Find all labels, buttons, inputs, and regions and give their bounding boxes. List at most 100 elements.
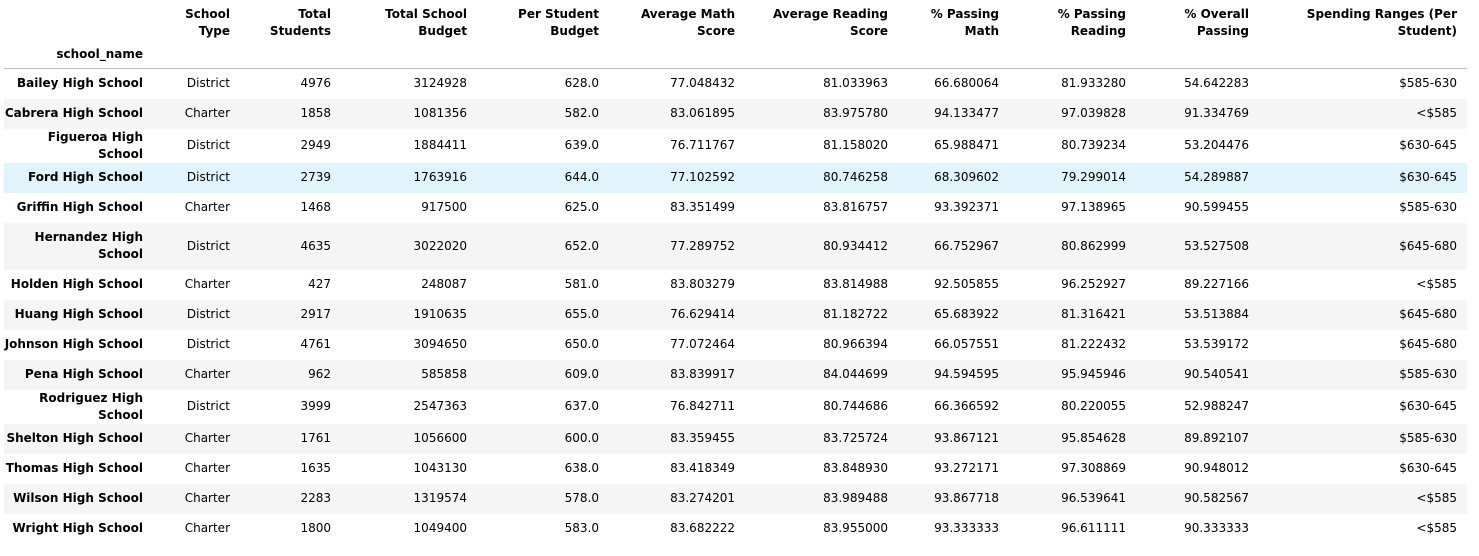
- table-cell: 1884411: [413, 138, 467, 152]
- table-cell: 54.289887: [1184, 170, 1249, 184]
- table-cell: 84.044699: [823, 367, 888, 381]
- table-cell: <$585: [1416, 521, 1457, 535]
- table-row: Rodriguez High School District 3999 2547363…: [4, 389, 1467, 424]
- row-index-label: Griffin High School: [16, 200, 143, 214]
- table-cell: $585-630: [1399, 76, 1457, 91]
- row-index-label: Wright High School: [12, 521, 143, 535]
- table-cell: District: [186, 399, 230, 413]
- table-cell: 83.814988: [823, 277, 888, 291]
- table-cell: 1910635: [413, 307, 467, 321]
- table-cell: 628.0: [564, 76, 599, 91]
- column-header-overall-passing: % Overall Passing: [1184, 7, 1249, 38]
- table-cell: 53.204476: [1184, 138, 1249, 152]
- table-row: Shelton High School Charter 1761 1056600 600…: [4, 423, 1467, 454]
- index-name-label: school_name: [56, 47, 143, 61]
- table-cell: 2547363: [413, 399, 467, 413]
- table-cell: 52.988247: [1184, 399, 1249, 413]
- table-cell: 600.0: [564, 431, 599, 445]
- table-cell: District: [186, 76, 230, 91]
- table-cell: 80.220055: [1061, 399, 1126, 413]
- table-cell: 93.392371: [934, 200, 999, 214]
- table-cell: 80.862999: [1061, 238, 1126, 253]
- table-cell: 3999: [300, 399, 331, 413]
- row-index-label: Shelton High School: [6, 431, 143, 445]
- table-cell: $585-630: [1399, 431, 1457, 445]
- row-index-label: Johnson High School: [4, 337, 143, 351]
- table-cell: 89.892107: [1184, 431, 1249, 445]
- table-cell: $630-645: [1399, 138, 1457, 152]
- table-cell: 83.803279: [670, 277, 735, 291]
- table-cell: District: [186, 238, 230, 253]
- table-cell: 83.839917: [670, 367, 735, 381]
- table-row: Ford High School District 2739 1763916 644.0…: [4, 162, 1467, 193]
- table-cell: 66.680064: [934, 76, 999, 91]
- table-cell: 4761: [300, 337, 331, 351]
- table-cell: 638.0: [564, 461, 599, 475]
- table-cell: 83.061895: [670, 106, 735, 120]
- column-header-passing-reading: % Passing Reading: [1057, 7, 1126, 38]
- table-cell: 83.725724: [823, 431, 888, 445]
- table-cell: 655.0: [564, 307, 599, 321]
- table-cell: 1043130: [413, 461, 467, 475]
- column-header-total-students: Total Students: [269, 7, 331, 38]
- table-cell: 80.746258: [823, 170, 888, 184]
- index-corner: [4, 0, 153, 46]
- table-header: School Type Total Students Total School …: [4, 0, 1467, 69]
- table-cell: $645-680: [1399, 337, 1457, 351]
- row-index-label: Holden High School: [10, 277, 143, 291]
- table-cell: 53.539172: [1184, 337, 1249, 351]
- table-cell: 68.309602: [934, 170, 999, 184]
- table-cell: 3124928: [413, 76, 467, 91]
- table-row: Holden High School Charter 427 248087 581.0 8…: [4, 269, 1467, 300]
- table-cell: 83.274201: [670, 491, 735, 505]
- table-cell: Charter: [184, 367, 230, 381]
- table-cell: 639.0: [564, 138, 599, 152]
- table-cell: 96.539641: [1061, 491, 1126, 505]
- table-cell: 91.334769: [1184, 106, 1249, 120]
- table-cell: 90.540541: [1184, 367, 1249, 381]
- table-cell: 609.0: [564, 367, 599, 381]
- table-cell: 625.0: [564, 200, 599, 214]
- table-cell: 427: [308, 277, 331, 291]
- table-cell: 92.505855: [934, 277, 999, 291]
- table-cell: 578.0: [564, 491, 599, 505]
- row-index-label: Cabrera High School: [4, 106, 143, 120]
- table-cell: 54.642283: [1184, 76, 1249, 91]
- table-cell: 1081356: [413, 106, 467, 120]
- table-cell: 90.582567: [1184, 491, 1249, 505]
- table-cell: 65.988471: [934, 138, 999, 152]
- table-cell: 81.222432: [1061, 337, 1126, 351]
- table-cell: Charter: [184, 521, 230, 535]
- table-cell: 248087: [421, 277, 467, 291]
- table-cell: District: [186, 138, 230, 152]
- dataframe-table: School Type Total Students Total School …: [4, 0, 1467, 544]
- table-cell: 53.513884: [1184, 307, 1249, 321]
- table-row: Cabrera High School Charter 1858 1081356 582…: [4, 98, 1467, 129]
- table-cell: $630-645: [1399, 399, 1457, 413]
- table-cell: District: [186, 170, 230, 184]
- table-row: Griffin High School Charter 1468 917500 625.…: [4, 192, 1467, 223]
- table-cell: 4976: [300, 76, 331, 91]
- table-cell: 97.039828: [1061, 106, 1126, 120]
- table-cell: 77.048432: [670, 76, 735, 91]
- table-cell: 94.133477: [934, 106, 999, 120]
- table-cell: 2917: [300, 307, 331, 321]
- table-cell: District: [186, 307, 230, 321]
- table-cell: 1763916: [413, 170, 467, 184]
- table-cell: 96.611111: [1061, 521, 1126, 535]
- table-cell: $585-630: [1399, 367, 1457, 381]
- column-header-passing-math: % Passing Math: [930, 7, 999, 38]
- table-cell: 90.599455: [1184, 200, 1249, 214]
- table-cell: 83.975780: [823, 106, 888, 120]
- row-index-label: Rodriguez High School: [39, 390, 143, 422]
- row-index-label: Pena High School: [24, 367, 143, 381]
- table-cell: 1761: [300, 431, 331, 445]
- table-cell: 3022020: [413, 238, 467, 253]
- table-cell: 77.102592: [670, 170, 735, 184]
- table-cell: 582.0: [564, 106, 599, 120]
- table-cell: Charter: [184, 491, 230, 505]
- table-cell: 95.945946: [1061, 367, 1126, 381]
- table-cell: $585-630: [1399, 200, 1457, 214]
- column-header-average-math-score: Average Math Score: [640, 7, 735, 38]
